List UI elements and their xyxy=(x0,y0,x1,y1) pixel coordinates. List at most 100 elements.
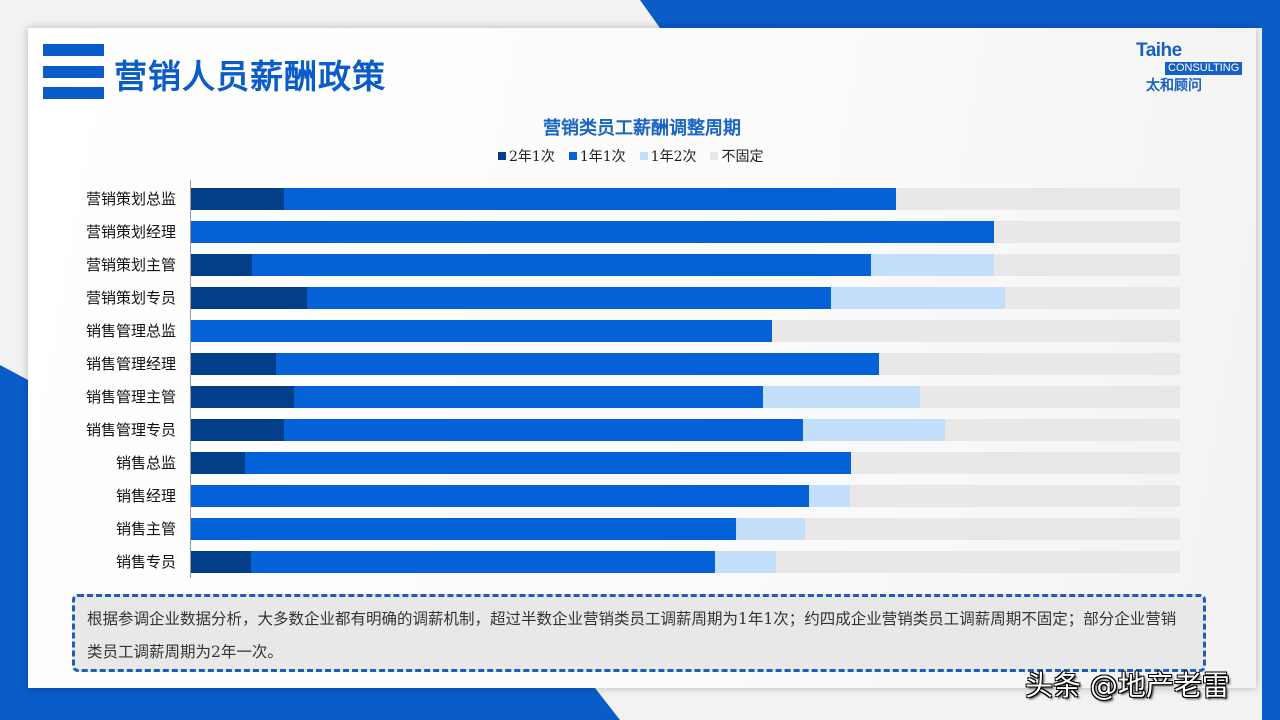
legend-label: 1年1次 xyxy=(579,149,626,165)
chart-row: 销售管理主管 xyxy=(28,386,1256,419)
legend-swatch-icon xyxy=(568,152,577,160)
stacked-bar xyxy=(191,419,1180,441)
chart-row: 销售管理专员 xyxy=(28,419,1256,452)
bar-segment xyxy=(191,419,284,441)
bar-segment xyxy=(251,551,716,573)
bar-segment xyxy=(1004,287,1180,309)
bar-segment xyxy=(252,254,872,276)
bar-segment xyxy=(191,254,253,276)
bar-segment xyxy=(715,551,777,573)
company-logo: Taihe CONSULTING 太和顾问 xyxy=(1136,40,1246,100)
bar-segment xyxy=(191,452,246,474)
bar-segment xyxy=(191,518,736,540)
chart-legend: 2年1次 1年1次 1年2次 不固定 xyxy=(498,146,763,166)
bar-segment xyxy=(994,254,1180,276)
chart-row: 营销策划总监 xyxy=(28,188,1256,221)
stacked-bar xyxy=(191,452,1180,474)
chart-row: 销售管理经理 xyxy=(28,353,1256,386)
y-axis-line xyxy=(190,180,191,578)
category-label: 营销策划专员 xyxy=(85,289,176,307)
bar-segment xyxy=(276,353,880,375)
logo-tag: CONSULTING xyxy=(1165,62,1243,75)
stacked-bar xyxy=(191,518,1180,540)
category-label: 营销策划总监 xyxy=(85,190,176,208)
bar-segment xyxy=(803,419,945,441)
legend-swatch-icon xyxy=(710,152,719,160)
category-label: 销售管理经理 xyxy=(85,355,176,373)
page-title: 营销人员薪酬政策 xyxy=(114,57,386,96)
bar-segment xyxy=(896,188,1180,210)
legend-item: 1年2次 xyxy=(639,146,697,166)
bar-segment xyxy=(283,188,897,210)
legend-swatch-icon xyxy=(498,152,506,160)
chart-row: 销售总监 xyxy=(28,452,1256,485)
bar-segment xyxy=(191,485,810,507)
chart-row: 营销策划专员 xyxy=(28,287,1256,320)
bar-segment xyxy=(809,485,850,507)
bar-segment xyxy=(994,221,1180,243)
bar-segment xyxy=(735,518,806,540)
bar-chart: 营销策划总监 营销策划经理 营销策划主管 营销策划专员 销售管理总监 销售管理经理 销售管理… xyxy=(28,180,1256,580)
chart-title: 营销类员工薪酬调整周期 xyxy=(543,118,741,139)
bar-segment xyxy=(830,287,1005,309)
chart-row: 营销策划主管 xyxy=(28,254,1256,287)
bar-segment xyxy=(293,386,763,408)
bar-segment xyxy=(771,320,1180,342)
bar-segment xyxy=(879,353,1180,375)
bar-segment xyxy=(191,287,307,309)
logo-en: Taihe xyxy=(1136,40,1182,61)
stacked-bar xyxy=(191,254,1180,276)
stacked-bar xyxy=(191,221,1180,243)
bar-segment xyxy=(191,551,252,573)
watermark: 头条 @地产老雷 xyxy=(1025,669,1230,702)
bar-segment xyxy=(191,386,294,408)
category-label: 销售总监 xyxy=(115,454,176,472)
chart-row: 销售专员 xyxy=(28,551,1256,584)
bar-segment xyxy=(191,320,772,342)
legend-label: 1年2次 xyxy=(650,149,697,165)
legend-swatch-icon xyxy=(639,152,648,160)
category-label: 销售管理专员 xyxy=(85,421,176,439)
category-label: 销售经理 xyxy=(115,487,176,505)
bar-segment xyxy=(805,518,1180,540)
legend-item: 不固定 xyxy=(710,146,763,166)
slide-card: 营销人员薪酬政策 Taihe CONSULTING 太和顾问 营销类员工薪酬调整… xyxy=(28,28,1256,688)
stacked-bar xyxy=(191,188,1180,210)
summary-note: 根据参调企业数据分析，大多数企业都有明确的调薪机制，超过半数企业营销类员工调薪周… xyxy=(72,594,1206,672)
category-label: 营销策划主管 xyxy=(85,256,176,274)
stacked-bar xyxy=(191,287,1180,309)
bar-segment xyxy=(849,485,1180,507)
legend-label: 不固定 xyxy=(721,149,764,165)
chart-row: 销售主管 xyxy=(28,518,1256,551)
bar-segment xyxy=(191,353,277,375)
stacked-bar xyxy=(191,353,1180,375)
chart-row: 销售管理总监 xyxy=(28,320,1256,353)
stacked-bar xyxy=(191,386,1180,408)
bar-segment xyxy=(871,254,995,276)
bar-segment xyxy=(944,419,1180,441)
bar-segment xyxy=(776,551,1180,573)
legend-item: 2年1次 xyxy=(498,146,555,166)
stacked-bar xyxy=(191,551,1180,573)
chart-row: 营销策划经理 xyxy=(28,221,1256,254)
legend-item: 1年1次 xyxy=(568,146,626,166)
bar-segment xyxy=(306,287,831,309)
bar-segment xyxy=(850,452,1180,474)
stacked-bar xyxy=(191,320,1180,342)
legend-label: 2年1次 xyxy=(509,149,555,165)
chart-row: 销售经理 xyxy=(28,485,1256,518)
logo-cn: 太和顾问 xyxy=(1146,78,1202,94)
category-label: 销售管理总监 xyxy=(85,322,176,340)
menu-bars-icon xyxy=(43,44,104,100)
bar-segment xyxy=(245,452,851,474)
category-label: 销售专员 xyxy=(115,553,176,571)
bar-segment xyxy=(191,188,284,210)
category-label: 销售主管 xyxy=(115,520,176,538)
stacked-bar xyxy=(191,485,1180,507)
bar-segment xyxy=(283,419,804,441)
bar-segment xyxy=(919,386,1180,408)
category-label: 销售管理主管 xyxy=(85,388,176,406)
bar-segment xyxy=(762,386,920,408)
bar-segment xyxy=(191,221,995,243)
category-label: 营销策划经理 xyxy=(85,223,176,241)
